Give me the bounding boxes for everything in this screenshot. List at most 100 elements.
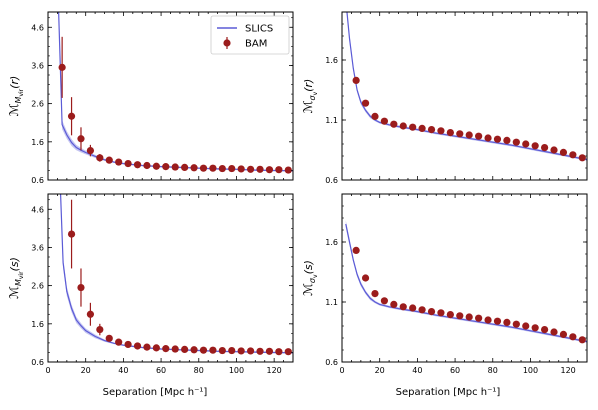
bam-point (569, 151, 577, 159)
slics-line (59, 194, 293, 354)
bam-point (284, 348, 292, 356)
y-tick-label: 1.6 (31, 320, 44, 329)
bam-point (550, 146, 558, 154)
plot-area (346, 12, 587, 162)
panel-frame (47, 193, 294, 363)
bam-point (418, 306, 426, 314)
x-tick-label: 80 (488, 366, 498, 375)
panel-sigv-s: 0 20 40 60 80 100 120 0.6 1.1 1.6 ℳσv(s) (301, 193, 588, 375)
y-tick-label: 1.1 (325, 116, 338, 125)
x-tick-label: 60 (450, 366, 460, 375)
bam-point (67, 230, 76, 238)
bam-point (181, 345, 189, 353)
y-axis-label: ℳMvir(r) (7, 76, 25, 117)
slics-line (345, 223, 587, 343)
y-label-sub: M (14, 96, 23, 103)
chart-panels: 0.61.62.63.64.6ℳMvir(r)SLICSBAM0.61.11.6… (7, 11, 588, 375)
bam-point (199, 346, 208, 354)
legend-label-slics: SLICS (245, 24, 273, 35)
bam-point (418, 124, 426, 132)
bam-point (409, 123, 417, 131)
bam-point (67, 112, 76, 120)
plot-area (58, 12, 293, 174)
bam-point (246, 347, 255, 355)
bam-point (446, 129, 454, 137)
plot-area (59, 194, 293, 356)
bam-point (380, 297, 389, 305)
y-tick-label: 3.6 (31, 61, 44, 70)
bam-point (540, 326, 549, 334)
bam-point (284, 166, 292, 174)
bam-point (190, 346, 198, 354)
bam-point (427, 308, 436, 316)
bam-point (115, 158, 123, 166)
bam-point (399, 303, 407, 311)
bam-point (475, 132, 483, 140)
y-label-subsub: v (312, 274, 319, 278)
bam-point (162, 163, 170, 171)
bam-point (437, 309, 445, 317)
bam-point (522, 322, 530, 330)
bam-point (475, 314, 483, 322)
bam-point (171, 345, 179, 353)
bam-point (190, 164, 198, 172)
bam-point (256, 165, 264, 173)
x-tick-label: 100 (229, 366, 244, 375)
bam-point (531, 142, 539, 150)
y-axis-label: ℳσv(s) (301, 260, 319, 296)
y-label-main: ℳ (301, 283, 315, 296)
y-tick-label: 2.6 (31, 100, 44, 109)
bam-point (237, 347, 245, 355)
y-label-sub: M (14, 279, 23, 286)
bam-point (86, 310, 95, 318)
bam-point (531, 324, 539, 332)
bam-point (361, 99, 370, 107)
y-tick-label: 0.6 (325, 176, 338, 185)
bam-point (218, 164, 226, 173)
bam-point (115, 338, 123, 346)
x-tick-label: 0 (339, 366, 344, 375)
panel-mvir-s: 0 20 40 60 80 100 120 0.6 1.6 2.6 3.6 4.6 ℳMvir(s) (7, 193, 294, 375)
y-axis-label: ℳσv(r) (301, 79, 319, 114)
bam-point (96, 325, 104, 334)
plot-area (345, 220, 587, 344)
y-tick-label: 1.6 (31, 138, 44, 147)
bam-point (265, 166, 274, 174)
bam-point (162, 345, 170, 353)
y-label-arg: (r) (8, 76, 21, 89)
x-tick-label: 40 (412, 366, 422, 375)
legend-label-bam: BAM (245, 39, 267, 50)
bam-point (275, 348, 283, 356)
bam-point (465, 313, 473, 321)
bam-point (143, 343, 151, 351)
bam-point (246, 165, 255, 173)
bam-point (446, 311, 454, 319)
bam-point (399, 122, 407, 130)
y-label-arg: (s) (8, 257, 21, 271)
bam-point (77, 283, 85, 292)
bam-point (371, 290, 379, 298)
y-tick-label: 2.6 (31, 282, 44, 291)
x-tick-label: 100 (523, 366, 538, 375)
y-label-arg: (r) (302, 79, 315, 92)
bam-point (540, 144, 549, 152)
y-label-subsub: vir (18, 88, 25, 96)
y-label-arg: (s) (302, 260, 315, 274)
x-tick-label: 120 (561, 366, 576, 375)
slics-band (60, 194, 293, 354)
bam-point (465, 131, 473, 139)
bam-point (209, 164, 217, 172)
bam-point (143, 161, 151, 170)
bam-point (152, 162, 160, 170)
bam-point (352, 246, 360, 254)
y-label-main: ℳ (301, 100, 315, 113)
y-tick-label: 0.6 (31, 176, 44, 185)
bam-point (105, 156, 113, 164)
y-label-main: ℳ (7, 103, 21, 116)
bam-point (503, 318, 511, 326)
bam-point (578, 154, 586, 162)
y-tick-label: 1.6 (325, 56, 338, 65)
bam-point (256, 347, 264, 355)
